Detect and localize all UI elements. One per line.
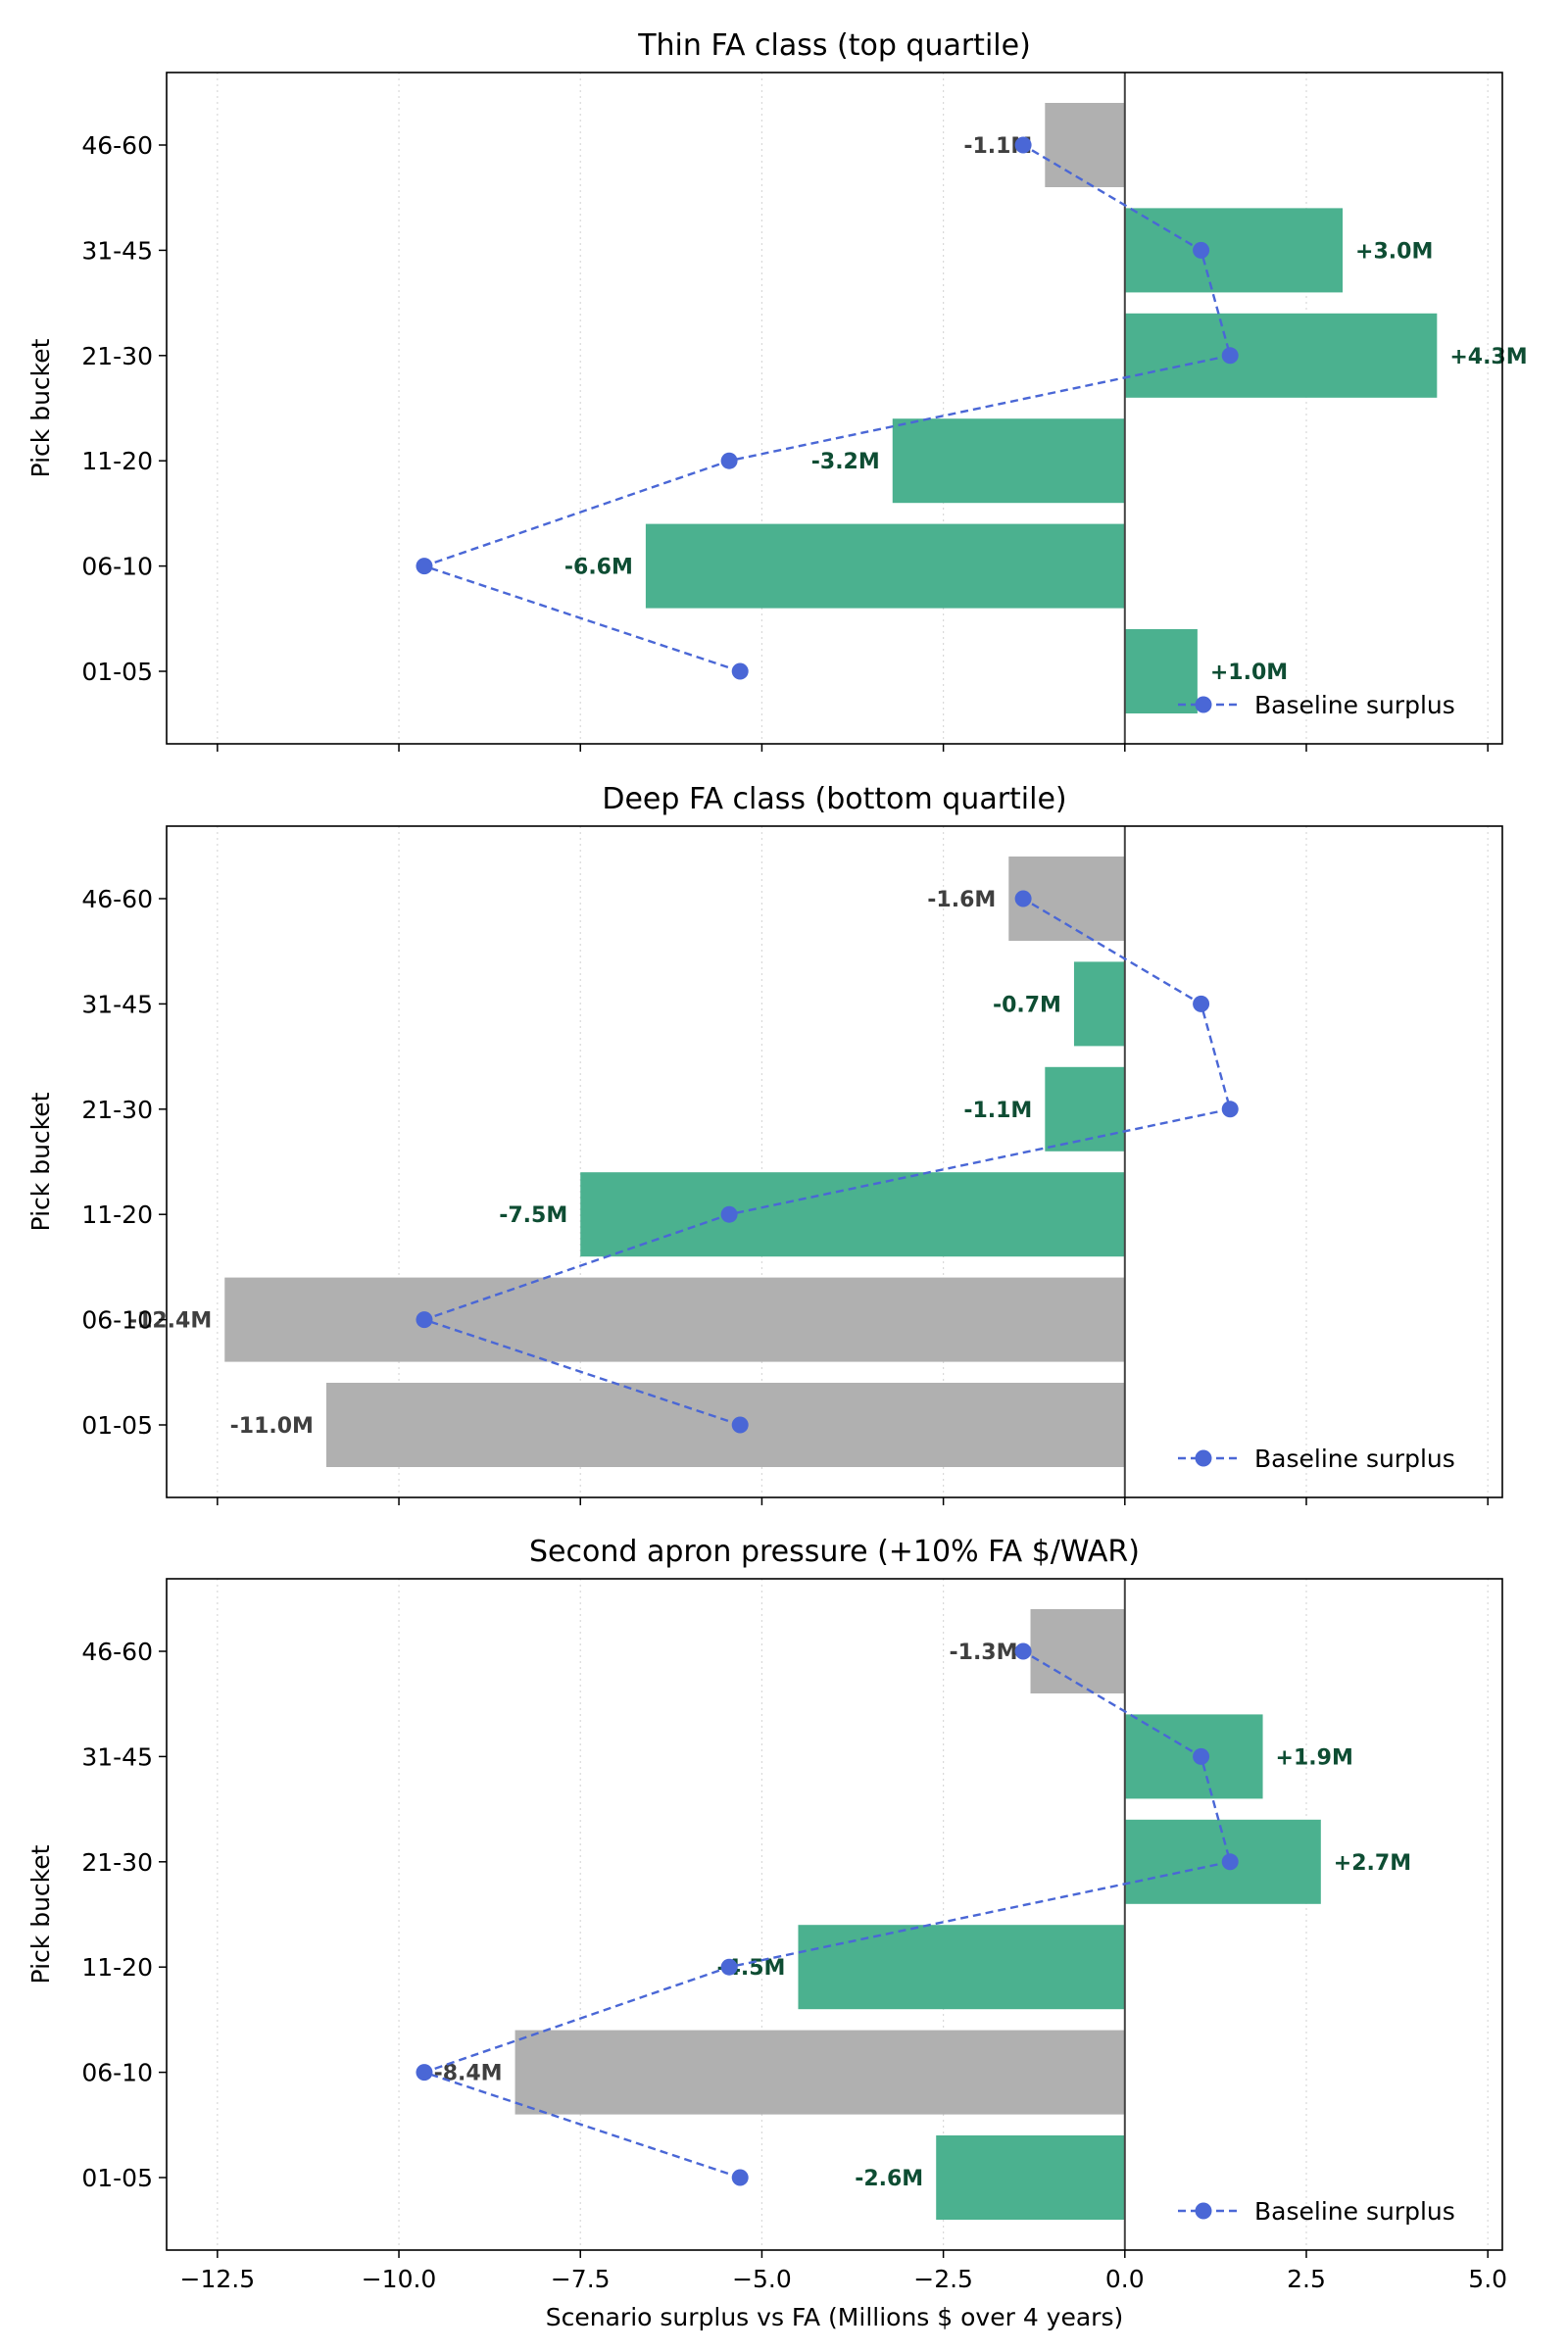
baseline-point: [731, 662, 749, 680]
y-tick-label: 06-10: [81, 553, 153, 581]
x-tick-label: −5.0: [732, 2265, 792, 2293]
baseline-point: [720, 1958, 738, 1976]
y-tick-label: 31-45: [81, 1742, 153, 1771]
baseline-point: [416, 1311, 433, 1329]
legend-marker: [1195, 2202, 1212, 2220]
bar-46-60: [1030, 1609, 1125, 1693]
y-axis-title: Pick bucket: [26, 338, 55, 477]
bar-value-label: +4.3M: [1449, 345, 1527, 369]
bar-value-label: -11.0M: [230, 1414, 314, 1439]
bar-value-label: +1.0M: [1210, 661, 1288, 685]
panel-title: Second apron pressure (+10% FA $/WAR): [529, 1535, 1140, 1569]
x-tick-label: −10.0: [362, 2265, 437, 2293]
chart-panel-3: Second apron pressure (+10% FA $/WAR) -2.…: [26, 1535, 1507, 2293]
bar-11-20: [580, 1172, 1125, 1257]
bar-11-20: [892, 418, 1125, 504]
baseline-point: [416, 558, 433, 575]
baseline-point: [731, 1416, 749, 1434]
bar-01-05: [936, 2135, 1125, 2220]
bar-46-60: [1045, 103, 1125, 187]
y-tick-label: 06-10: [81, 1306, 153, 1335]
y-tick-label: 01-05: [81, 1411, 153, 1440]
y-axis-title: Pick bucket: [26, 1844, 55, 1984]
bar-value-label: -1.6M: [927, 888, 996, 912]
baseline-point: [731, 2169, 749, 2186]
y-tick-label: 06-10: [81, 2059, 153, 2087]
legend-marker: [1195, 696, 1212, 713]
y-tick-label: 31-45: [81, 990, 153, 1018]
x-tick-label: −7.5: [551, 2265, 611, 2293]
bar-value-label: -6.6M: [564, 556, 633, 580]
x-tick-label: 0.0: [1105, 2265, 1145, 2293]
bar-value-label: -0.7M: [993, 993, 1061, 1017]
bar-06-10: [514, 2030, 1125, 2115]
legend-label: Baseline surplus: [1254, 1445, 1455, 1473]
baseline-line: [420, 1649, 1232, 2180]
y-tick-label: 01-05: [81, 658, 153, 686]
baseline-point: [1221, 1853, 1239, 1871]
x-tick-label: 5.0: [1468, 2265, 1507, 2293]
baseline-point: [1221, 1101, 1239, 1118]
baseline-point: [416, 2064, 433, 2082]
plot-frame: [166, 825, 1503, 1498]
y-tick-label: 21-30: [81, 1096, 153, 1124]
baseline-point: [720, 452, 738, 469]
y-tick-label: 46-60: [81, 131, 153, 160]
baseline-point: [1014, 890, 1032, 907]
bar-value-label: +2.7M: [1334, 1851, 1411, 1876]
bar-31-45: [1073, 961, 1125, 1047]
baseline-point: [1014, 1642, 1032, 1660]
y-tick-label: 11-20: [81, 447, 153, 475]
baseline-point: [1193, 241, 1210, 259]
baseline-line: [420, 143, 1232, 673]
y-tick-label: 21-30: [81, 1848, 153, 1877]
bar-21-30: [1045, 1066, 1125, 1152]
bar-value-label: +3.0M: [1355, 239, 1433, 264]
y-tick-label: 11-20: [81, 1953, 153, 1982]
x-axis-title: Scenario surplus vs FA (Millions $ over …: [546, 2303, 1123, 2331]
y-tick-label: 01-05: [81, 2164, 153, 2192]
bar-value-label: -1.1M: [963, 1099, 1032, 1123]
bar-value-label: -1.3M: [950, 1641, 1018, 1665]
y-tick-label: 46-60: [81, 885, 153, 913]
y-tick-label: 46-60: [81, 1638, 153, 1666]
bar-value-label: -12.4M: [128, 1309, 212, 1334]
y-axis-title: Pick bucket: [26, 1092, 55, 1231]
bar-11-20: [798, 1925, 1125, 2010]
x-tick-label: −12.5: [180, 2265, 256, 2293]
bar-21-30: [1124, 313, 1438, 398]
x-tick-label: −2.5: [913, 2265, 973, 2293]
y-tick-label: 11-20: [81, 1200, 153, 1229]
legend-label: Baseline surplus: [1254, 691, 1455, 719]
bar-value-label: -7.5M: [499, 1203, 567, 1228]
bar-31-45: [1124, 208, 1344, 293]
baseline-point: [1193, 1747, 1210, 1765]
legend-label: Baseline surplus: [1254, 2197, 1455, 2226]
bar-value-label: -2.6M: [855, 2167, 923, 2191]
baseline-point: [720, 1205, 738, 1223]
legend-marker: [1195, 1449, 1212, 1467]
baseline-point: [1193, 995, 1210, 1012]
chart-panel-1: Thin FA class (top quartile) +1.0M -6.6M -3…: [26, 28, 1528, 752]
baseline-line: [420, 897, 1232, 1427]
baseline-point: [1014, 136, 1032, 154]
y-tick-label: 21-30: [81, 342, 153, 370]
plot-frame: [166, 72, 1503, 745]
bar-value-label: -3.2M: [811, 450, 880, 474]
bar-06-10: [645, 523, 1125, 609]
y-tick-label: 31-45: [81, 236, 153, 265]
bar-value-label: -8.4M: [434, 2062, 503, 2086]
baseline-point: [1221, 347, 1239, 365]
panel-title: Thin FA class (top quartile): [637, 28, 1031, 63]
bar-01-05: [325, 1383, 1125, 1467]
bar-06-10: [224, 1277, 1125, 1362]
chart-panel-2: Deep FA class (bottom quartile) -11.0M -12…: [26, 782, 1503, 1505]
bar-01-05: [1124, 629, 1198, 713]
bar-value-label: +1.9M: [1276, 1745, 1353, 1770]
panel-title: Deep FA class (bottom quartile): [602, 782, 1066, 816]
plot-frame: [166, 1578, 1503, 2251]
x-tick-label: 2.5: [1287, 2265, 1326, 2293]
